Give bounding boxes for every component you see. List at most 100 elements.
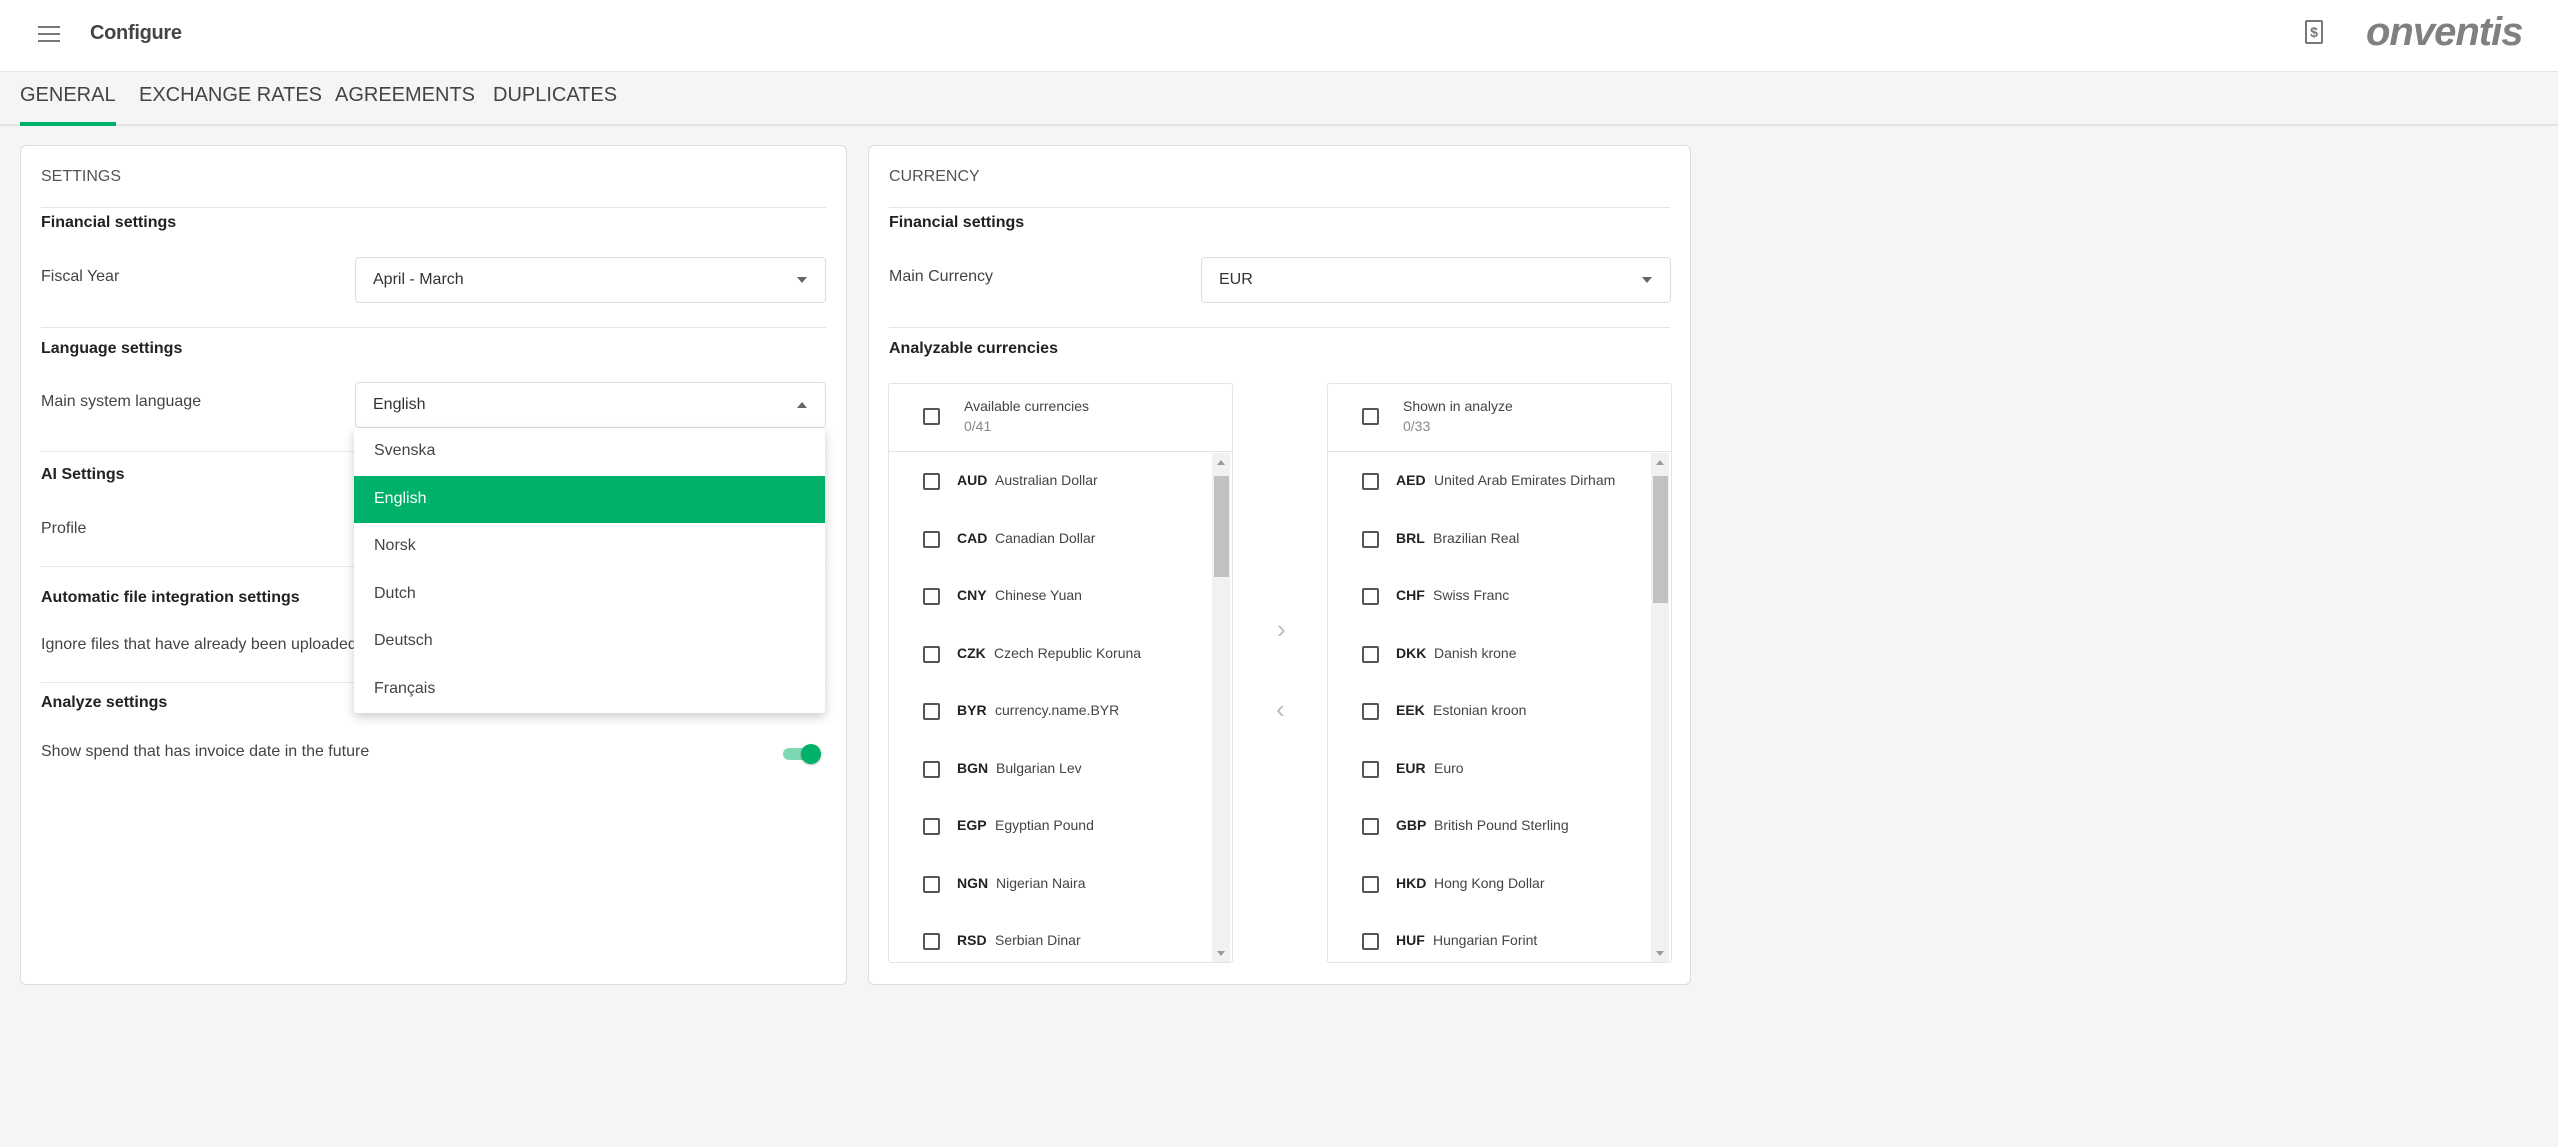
currency-row[interactable]: HUF Hungarian Forint <box>1328 913 1649 962</box>
currency-row[interactable]: EEK Estonian kroon <box>1328 683 1649 741</box>
move-left-button[interactable]: ‹ <box>1276 694 1285 724</box>
currency-code: GBP <box>1396 817 1427 833</box>
scroll-down-icon[interactable] <box>1217 951 1225 956</box>
currency-checkbox[interactable] <box>923 760 940 778</box>
language-option[interactable]: Français <box>374 679 436 697</box>
select-all-checkbox[interactable] <box>1362 408 1379 425</box>
currency-checkbox[interactable] <box>1362 933 1379 950</box>
currency-row[interactable]: GBP British Pound Sterling <box>1328 798 1649 856</box>
main-currency-value: EUR <box>1219 271 1253 288</box>
currency-name: Egyptian Pound <box>995 817 1094 833</box>
currency-row[interactable]: BYR currency.name.BYR <box>889 683 1210 741</box>
currency-name: Chinese Yuan <box>995 587 1082 603</box>
section-heading: Analyze settings <box>41 694 168 711</box>
currency-checkbox[interactable] <box>1362 645 1379 663</box>
currency-name: Danish krone <box>1434 644 1517 661</box>
currency-row[interactable]: BGN Bulgarian Lev <box>889 741 1210 799</box>
language-option[interactable]: Deutsch <box>374 632 433 649</box>
tab-duplicates[interactable]: DUPLICATES <box>493 84 618 106</box>
currency-code: AED <box>1396 472 1426 488</box>
currency-row[interactable]: AED United Arab Emirates Dirham <box>1328 453 1649 511</box>
currency-code: HUF <box>1396 932 1425 948</box>
currency-name: Bulgarian Lev <box>996 759 1082 776</box>
scrollbar-thumb[interactable] <box>1653 476 1668 603</box>
currency-name: Hungarian Forint <box>1433 932 1538 948</box>
tab-general[interactable]: GENERAL <box>20 84 116 126</box>
tab-bar: GENERAL EXCHANGE RATES AGREEMENTS DUPLIC… <box>0 72 2558 126</box>
currency-code: AUD <box>957 472 988 488</box>
currency-checkbox[interactable] <box>923 530 940 548</box>
currency-row[interactable]: NGN Nigerian Naira <box>889 856 1210 914</box>
ignore-files-label: Ignore files that have already been uplo… <box>41 636 357 653</box>
currency-row[interactable]: BRL Brazilian Real <box>1328 511 1649 569</box>
language-option-selected[interactable]: English <box>354 475 825 523</box>
currency-checkbox[interactable] <box>923 473 940 490</box>
divider <box>889 327 1670 328</box>
currency-row[interactable]: HKD Hong Kong Dollar <box>1328 856 1649 914</box>
onventis-logo: onventis <box>2366 10 2523 54</box>
currency-panel: CURRENCY Financial settings Main Currenc… <box>868 145 1691 985</box>
currency-checkbox[interactable] <box>923 588 940 605</box>
list-title: Shown in analyze <box>1403 398 1513 414</box>
language-select[interactable]: English <box>355 382 826 428</box>
currency-name: Australian Dollar <box>995 472 1098 488</box>
currency-code: DKK <box>1396 644 1427 661</box>
currency-checkbox[interactable] <box>1362 818 1379 835</box>
currency-name: Brazilian Real <box>1433 529 1520 546</box>
currency-checkbox[interactable] <box>1362 530 1379 548</box>
currency-code: CAD <box>957 529 988 546</box>
currency-row[interactable]: CAD Canadian Dollar <box>889 511 1210 569</box>
currency-checkbox[interactable] <box>923 875 940 893</box>
currency-code: EGP <box>957 817 987 833</box>
section-heading: Language settings <box>41 340 183 357</box>
fiscal-year-label: Fiscal Year <box>41 268 120 285</box>
language-option[interactable]: Norsk <box>374 537 416 554</box>
tab-exchange-rates[interactable]: EXCHANGE RATES <box>139 84 322 106</box>
section-heading: Analyzable currencies <box>889 340 1058 357</box>
currency-row[interactable]: CZK Czech Republic Koruna <box>889 626 1210 684</box>
currency-code: CNY <box>957 587 987 603</box>
currency-checkbox[interactable] <box>923 818 940 835</box>
scrollbar[interactable] <box>1651 453 1669 962</box>
scroll-down-icon[interactable] <box>1656 951 1664 956</box>
currency-checkbox[interactable] <box>923 645 940 663</box>
currency-row[interactable]: AUD Australian Dollar <box>889 453 1210 511</box>
currency-checkbox[interactable] <box>1362 875 1379 893</box>
currency-name: Nigerian Naira <box>996 874 1086 891</box>
currency-code: CHF <box>1396 587 1425 603</box>
currency-code: EEK <box>1396 702 1425 718</box>
currency-row[interactable]: DKK Danish krone <box>1328 626 1649 684</box>
currency-checkbox[interactable] <box>923 933 940 950</box>
main-currency-select[interactable]: EUR <box>1201 257 1671 303</box>
divider <box>889 207 1670 208</box>
scrollbar[interactable] <box>1212 453 1230 962</box>
move-right-button[interactable]: › <box>1277 614 1286 644</box>
section-heading: AI Settings <box>41 466 125 483</box>
language-option[interactable]: Dutch <box>374 584 416 602</box>
scroll-up-icon[interactable] <box>1217 460 1225 465</box>
select-all-checkbox[interactable] <box>923 408 940 425</box>
currency-checkbox[interactable] <box>923 703 940 720</box>
currency-row[interactable]: CNY Chinese Yuan <box>889 568 1210 626</box>
currency-row[interactable]: EUR Euro <box>1328 741 1649 799</box>
page-title: Configure <box>90 22 182 44</box>
currency-row[interactable]: CHF Swiss Franc <box>1328 568 1649 626</box>
invoice-document-icon[interactable]: $ <box>2305 20 2323 44</box>
language-option[interactable]: Svenska <box>374 442 436 459</box>
profile-label: Profile <box>41 520 87 537</box>
currency-checkbox[interactable] <box>1362 588 1379 605</box>
currency-checkbox[interactable] <box>1362 473 1379 490</box>
currency-row[interactable]: EGP Egyptian Pound <box>889 798 1210 856</box>
section-heading: Automatic file integration settings <box>41 589 300 606</box>
hamburger-icon[interactable] <box>38 26 60 42</box>
tab-agreements[interactable]: AGREEMENTS <box>335 84 476 106</box>
currency-checkbox[interactable] <box>1362 760 1379 778</box>
currency-code: CZK <box>957 644 986 661</box>
currency-checkbox[interactable] <box>1362 703 1379 720</box>
currency-row[interactable]: RSD Serbian Dinar <box>889 913 1210 962</box>
future-spend-toggle[interactable] <box>783 744 821 764</box>
scrollbar-thumb[interactable] <box>1214 476 1229 577</box>
scroll-up-icon[interactable] <box>1656 460 1664 465</box>
fiscal-year-select[interactable]: April - March <box>355 257 826 303</box>
currency-name: Swiss Franc <box>1433 587 1510 603</box>
